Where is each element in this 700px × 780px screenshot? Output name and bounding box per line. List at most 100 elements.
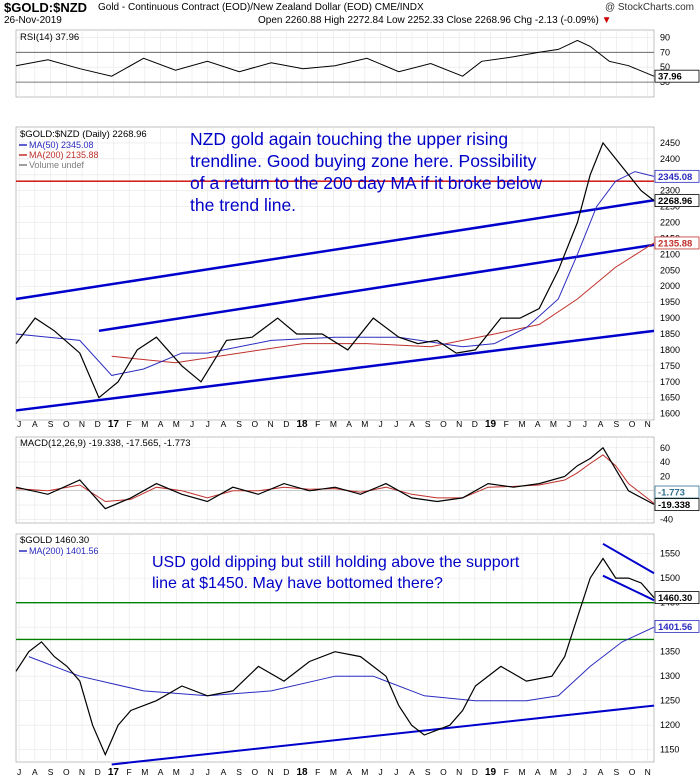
- usd-value-tag-text: 1401.56: [658, 622, 692, 633]
- x-tick-label-nzd: J: [583, 419, 587, 429]
- x-tick-label-usd: A: [32, 767, 38, 777]
- usd-legend-entry: MA(200) 1401.56: [29, 546, 99, 556]
- panel-frame-rsi: [15, 29, 655, 98]
- x-tick-label-nzd: J: [394, 419, 398, 429]
- x-tick-label-nzd: M: [550, 419, 557, 429]
- nzd-annotation: NZD gold again touching the upper rising…: [190, 129, 543, 215]
- nzd-tick-label: 1650: [660, 393, 680, 403]
- chart-symbol: $GOLD:$NZD: [4, 0, 88, 15]
- nzd-tick-label: 1750: [660, 361, 680, 371]
- nzd-legend-entry: Volume undef: [29, 160, 85, 170]
- usd-annotation: USD gold dipping but still holding above…: [152, 554, 520, 592]
- nzd-tick-label: 2400: [660, 154, 680, 164]
- x-tick-label-usd: O: [63, 767, 70, 777]
- x-tick-label-usd: N: [79, 767, 85, 777]
- x-tick-label-nzd: 17: [108, 419, 120, 430]
- x-tick-label-nzd: A: [598, 419, 604, 429]
- x-tick-label-nzd: D: [472, 419, 478, 429]
- x-tick-label-nzd: D: [283, 419, 289, 429]
- rsi-title: RSI(14) 37.96: [20, 32, 79, 43]
- x-tick-label-usd: M: [361, 767, 368, 777]
- x-tick-label-usd: A: [409, 767, 415, 777]
- x-tick-label-usd: O: [440, 767, 447, 777]
- x-tick-label-nzd: F: [127, 419, 132, 429]
- nzd-tick-label: 1800: [660, 345, 680, 355]
- rsi-value-tag-box: [654, 69, 700, 83]
- x-tick-label-nzd: F: [315, 419, 320, 429]
- rsi-tick-label: 70: [660, 47, 670, 57]
- nzd-title: $GOLD:$NZD (Daily) 2268.96: [20, 129, 147, 140]
- month-grid: [18, 30, 649, 762]
- x-tick-label-nzd: A: [221, 419, 227, 429]
- x-tick-label-usd: S: [425, 767, 431, 777]
- nzd-tick-label: 2050: [660, 265, 680, 275]
- x-tick-label-usd: F: [315, 767, 320, 777]
- usd-tick-label: 1350: [660, 647, 680, 657]
- x-tick-label-nzd: F: [504, 419, 509, 429]
- usd-value-tag-box: [654, 591, 700, 604]
- macd-value-tag-box: [654, 485, 700, 499]
- x-tick-label-usd: J: [583, 767, 587, 777]
- x-tick-label-usd: S: [236, 767, 242, 777]
- x-tick-label-usd: N: [456, 767, 462, 777]
- x-tick-label-nzd: 19: [485, 419, 497, 430]
- down-marker-icon: ▼: [601, 15, 612, 26]
- usd-trendline: [111, 704, 655, 766]
- usd-tick-label: 1150: [660, 745, 679, 755]
- stockcharts-credit[interactable]: @ StockCharts.com: [604, 2, 694, 13]
- x-tick-label-nzd: M: [518, 419, 525, 429]
- x-tick-label-usd: S: [613, 767, 619, 777]
- x-tick-label-nzd: N: [645, 419, 651, 429]
- x-tick-label-usd: J: [206, 767, 210, 777]
- x-tick-label-nzd: N: [456, 419, 462, 429]
- macd-title: MACD(12,26,9) -19.338, -17.565, -1.773: [20, 438, 191, 449]
- x-tick-label-usd: D: [95, 767, 101, 777]
- x-tick-label-usd: S: [48, 767, 54, 777]
- nzd-tick-label: 2450: [660, 138, 680, 148]
- nzd-ma200-line: [111, 242, 655, 364]
- x-tick-label-nzd: O: [252, 419, 259, 429]
- x-tick-label-nzd: S: [236, 419, 242, 429]
- x-tick-label-nzd: S: [613, 419, 619, 429]
- macd-value-tag-text: -1.773: [658, 488, 685, 499]
- rsi-tick-label: 90: [660, 32, 670, 42]
- ohlc-text: Open 2260.88 High 2272.84 Low 2252.33 Cl…: [258, 15, 599, 26]
- x-tick-label-nzd: O: [440, 419, 447, 429]
- x-tick-label-nzd: S: [425, 419, 431, 429]
- usd-tick-label: 1200: [660, 720, 680, 730]
- usd-price-line: [15, 557, 655, 757]
- x-tick-label-nzd: J: [206, 419, 210, 429]
- x-tick-label-usd: A: [346, 767, 352, 777]
- x-tick-label-nzd: N: [79, 419, 85, 429]
- x-tick-label-usd: M: [173, 767, 180, 777]
- usd-tick-label: 1250: [660, 696, 680, 706]
- ohlc-readout: Open 2260.88 High 2272.84 Low 2252.33 Cl…: [258, 15, 611, 26]
- usd-value-tag: 1401.56: [654, 619, 700, 633]
- rsi-value-tag-text: 37.96: [658, 72, 682, 83]
- usd-value-tag: 1460.30: [654, 591, 700, 604]
- x-tick-label-usd: A: [535, 767, 541, 777]
- nzd-tick-label: 2300: [660, 186, 680, 196]
- x-tick-label-usd: F: [504, 767, 509, 777]
- x-tick-label-nzd: 18: [296, 419, 308, 430]
- x-tick-label-usd: M: [518, 767, 525, 777]
- usd-tick-label: 1300: [660, 671, 680, 681]
- nzd-tick-label: 1900: [660, 313, 680, 323]
- x-tick-label-usd: J: [394, 767, 398, 777]
- x-tick-label-nzd: A: [158, 419, 164, 429]
- macd-tick-label: 60: [660, 443, 670, 453]
- x-tick-label-usd: M: [330, 767, 337, 777]
- nzd-tick-label: 2000: [660, 281, 680, 291]
- nzd-tick-label: 1950: [660, 297, 680, 307]
- x-tick-label-usd: 19: [485, 767, 497, 778]
- x-tick-label-usd: A: [158, 767, 164, 777]
- x-tick-label-nzd: A: [409, 419, 415, 429]
- nzd-tick-label: 1700: [660, 377, 680, 387]
- nzd-trendline: [15, 199, 655, 301]
- x-tick-label-usd: M: [141, 767, 148, 777]
- macd-value-tag-text: -19.338: [658, 500, 690, 511]
- macd-value-tag: -1.773: [654, 485, 700, 499]
